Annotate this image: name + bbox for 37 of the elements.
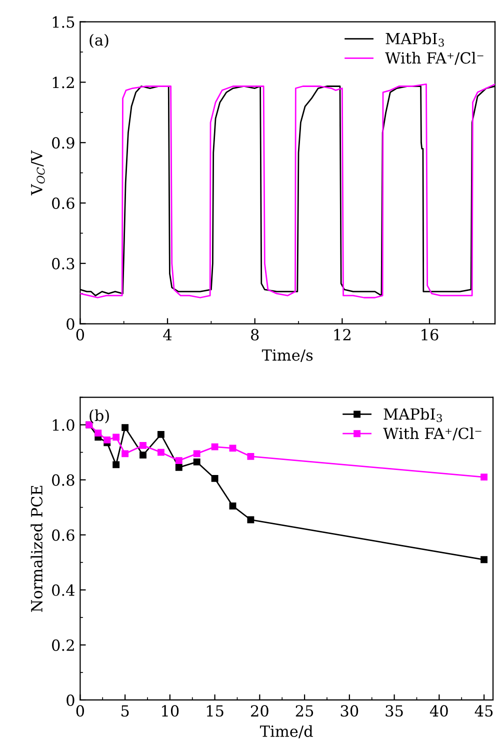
x-tick-label: 8 <box>251 328 259 340</box>
x-tick-label: 25 <box>296 705 314 717</box>
legend-label: MAPbI$_{3}$ <box>384 408 442 422</box>
y-tick-label: 1.2 <box>52 76 74 88</box>
y-axis-title: Normalized PCE <box>30 486 43 612</box>
x-tick-label: 12 <box>334 328 350 340</box>
y-tick-label: 0.3 <box>52 258 74 270</box>
x-tick-label: 0 <box>76 328 84 340</box>
x-tick-label: 0 <box>76 705 84 717</box>
annotation: (b) <box>90 409 109 424</box>
y-tick-label: 1.0 <box>52 419 74 431</box>
x-tick-label: 30 <box>340 705 358 717</box>
y-tick-label: 0.4 <box>52 584 75 596</box>
y-tick-label: 0 <box>66 318 74 330</box>
y-tick-label: 1.5 <box>52 16 74 28</box>
annotation: (a) <box>90 34 108 48</box>
y-tick-label: 0 <box>66 694 74 706</box>
y-tick-label: 0.2 <box>52 639 74 651</box>
x-tick-label: 10 <box>162 705 179 717</box>
x-tick-label: 15 <box>206 705 224 717</box>
y-tick-label: 0.8 <box>52 474 74 486</box>
x-tick-label: 20 <box>250 705 268 717</box>
y-tick-label: 0.6 <box>52 529 74 541</box>
legend-label: With FA⁺/Cl⁻ <box>385 52 484 65</box>
x-tick-label: 5 <box>121 705 129 717</box>
x-tick-label: 40 <box>430 705 448 717</box>
y-tick-label: 0.9 <box>52 137 74 149</box>
x-tick-label: 45 <box>474 705 493 717</box>
x-axis-title: Time/d <box>260 725 313 738</box>
x-axis-title: Time/s <box>262 349 313 362</box>
x-tick-label: 16 <box>422 328 438 340</box>
x-tick-label: 4 <box>163 328 172 340</box>
legend-label: MAPbI$_{3}$ <box>386 32 444 47</box>
legend-label: With FA⁺/Cl⁻ <box>383 427 482 440</box>
y-tick-label: 0.6 <box>52 197 74 210</box>
y-axis-title: V$_{OC}$/V <box>31 150 45 196</box>
x-tick-label: 35 <box>386 705 403 717</box>
